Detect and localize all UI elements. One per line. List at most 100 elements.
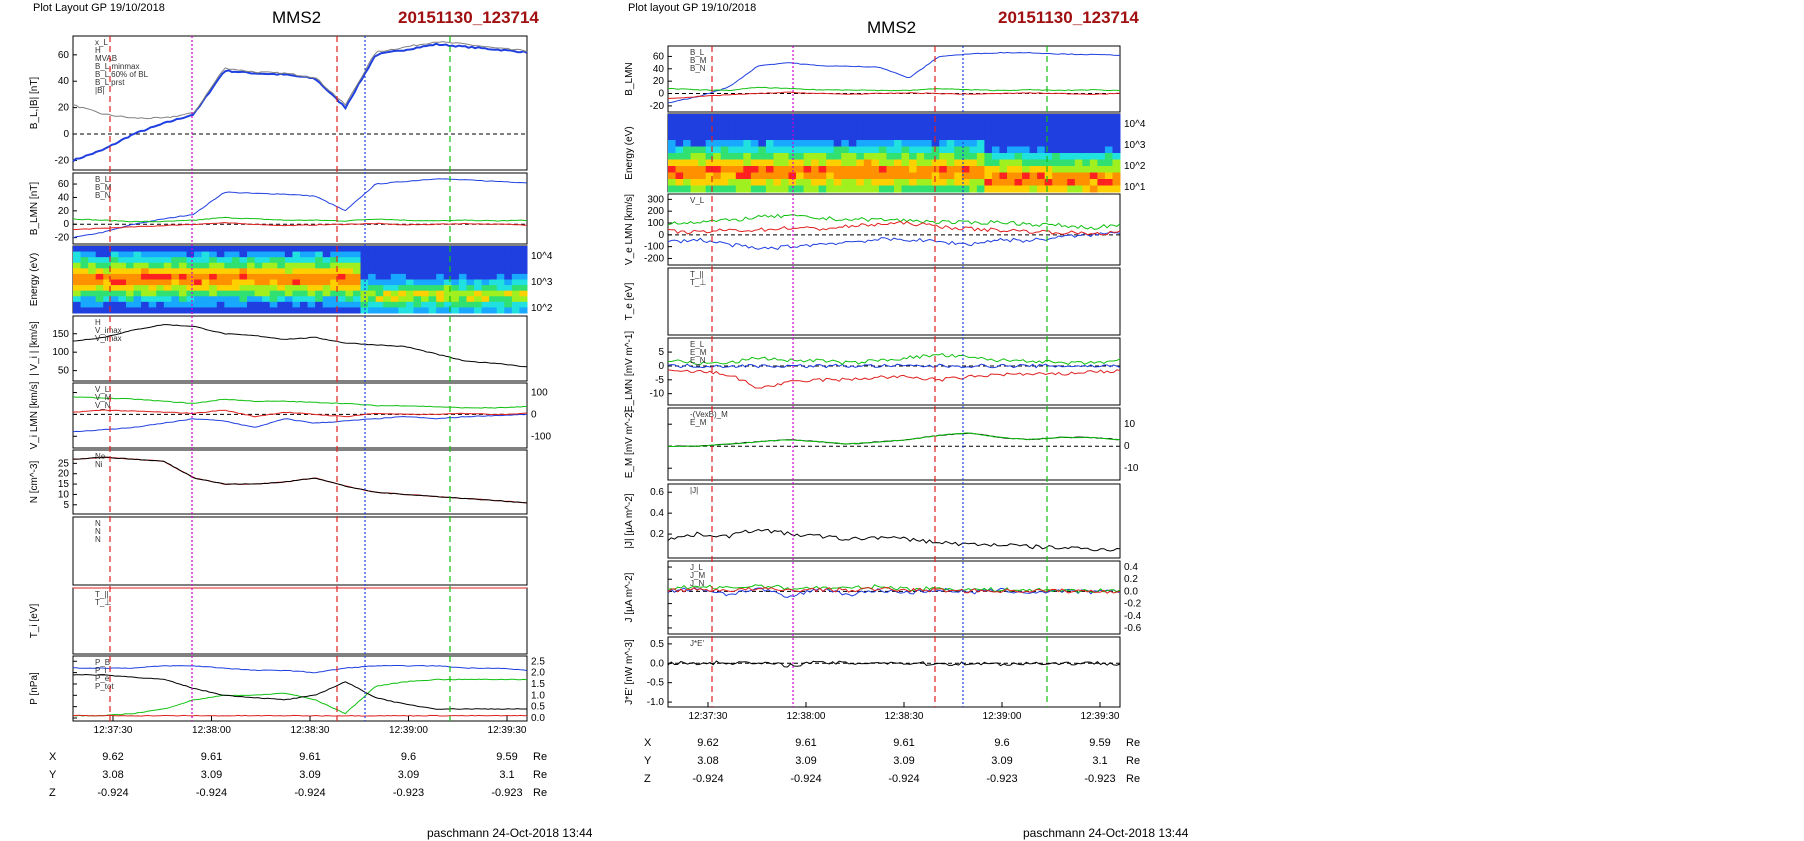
left-spectrogram-cell	[436, 285, 445, 292]
right-spectrogram-cell	[976, 185, 985, 193]
left-spectrogram-cell	[254, 257, 263, 264]
left-spectrogram-cell	[163, 296, 172, 303]
right-spectrogram-cell	[803, 127, 812, 134]
right-spectrogram-cell	[765, 172, 774, 180]
right-spectrogram-cell	[1037, 179, 1046, 186]
left-spectrogram-cell	[239, 285, 248, 292]
left-y-tick-label: 15	[58, 479, 70, 490]
left-spectrogram-cell	[80, 285, 89, 292]
left-spectrogram-cell	[496, 273, 505, 280]
left-spectrogram-cell	[405, 301, 414, 308]
left-spectrogram-cell	[413, 251, 422, 258]
left-spectrogram-cell	[451, 285, 460, 292]
right-spectrogram-cell	[803, 133, 812, 141]
right-spectrogram-cell	[781, 120, 790, 128]
left-spectrogram-cell	[496, 301, 505, 308]
left-spectrogram-cell	[443, 285, 452, 292]
left-spectrogram-cell	[224, 246, 233, 253]
right-spectrogram-cell	[1097, 114, 1106, 121]
right-spectrogram-cell	[999, 146, 1008, 154]
left-spectrogram-cell	[209, 246, 218, 253]
left-spectrogram-cell	[80, 301, 89, 308]
right-spectrogram-cell	[833, 120, 842, 128]
right-spectrogram-cell	[894, 185, 903, 193]
right-spectrogram-cell	[916, 159, 925, 167]
right-spectrogram-cell	[878, 185, 887, 193]
right-spectrogram-cell	[1037, 120, 1046, 128]
left-spectrogram-cell	[156, 296, 165, 303]
left-spectrogram-cell	[262, 246, 271, 253]
right-spectrogram-cell	[1044, 153, 1053, 160]
right-spectrogram-cell	[1007, 133, 1016, 141]
left-spectrogram-cell	[110, 296, 119, 303]
left-spectrogram-cell	[103, 246, 112, 253]
right-ephemeris-value: 3.09	[893, 755, 914, 767]
right-spectrogram-cell	[931, 127, 940, 134]
left-series-P_B	[72, 678, 528, 717]
right-spectrogram-cell	[1044, 146, 1053, 154]
left-spectrogram-cell	[337, 246, 346, 253]
left-ephemeris-unit: Re	[533, 769, 547, 781]
right-spectrogram-tick: 10^3	[1124, 140, 1146, 151]
left-spectrogram-cell	[247, 285, 256, 292]
right-spectrogram-cell	[999, 120, 1008, 128]
left-spectrogram-cell	[148, 257, 157, 264]
right-spectrogram-cell	[735, 153, 744, 160]
left-spectrogram-cell	[80, 307, 89, 314]
right-spectrogram-cell	[863, 172, 872, 180]
right-spectrogram-cell	[946, 153, 955, 160]
left-spectrogram-cell	[307, 257, 316, 264]
right-spectrogram-cell	[1097, 172, 1106, 180]
left-spectrogram-cell	[451, 262, 460, 269]
left-spectrogram-cell	[511, 285, 520, 292]
left-spectrogram-cell	[504, 257, 513, 264]
right-y-tick-label: -0.2	[1124, 599, 1142, 610]
right-spectrogram-cell	[720, 185, 729, 193]
left-series-Ni	[72, 456, 528, 504]
right-spectrogram-cell	[878, 179, 887, 186]
left-spectrogram-cell	[163, 273, 172, 280]
left-spectrogram-cell	[269, 285, 278, 292]
left-spectrogram-cell	[481, 251, 490, 258]
left-spectrogram-cell	[269, 290, 278, 297]
right-spectrogram-cell	[1007, 153, 1016, 160]
left-spectrogram-cell	[103, 307, 112, 314]
right-legend-entry: -(VexB)_M	[690, 410, 728, 419]
right-spectrogram-cell	[668, 185, 677, 193]
left-spectrogram-cell	[330, 246, 339, 253]
right-spectrogram-cell	[871, 166, 880, 173]
right-spectrogram-cell	[848, 185, 857, 193]
left-spectrogram-cell	[148, 296, 157, 303]
right-spectrogram-cell	[984, 185, 993, 193]
right-spectrogram-cell	[976, 146, 985, 154]
right-time-tick-label: 12:39:30	[1081, 711, 1120, 722]
right-spectrogram-cell	[1112, 127, 1121, 134]
right-spectrogram-cell	[728, 159, 737, 167]
right-spectrogram-cell	[924, 166, 933, 173]
right-spectrogram-cell	[1029, 172, 1038, 180]
right-spectrogram-cell	[1112, 172, 1121, 180]
right-series-J*E'	[667, 660, 1121, 668]
right-spectrogram-cell	[863, 127, 872, 134]
right-spectrogram-cell	[991, 146, 1000, 154]
left-spectrogram-cell	[405, 290, 414, 297]
left-spectrogram-cell	[428, 273, 437, 280]
right-spectrogram-cell	[705, 114, 714, 121]
right-spectrogram-cell	[1059, 172, 1068, 180]
left-spectrogram-cell	[95, 262, 104, 269]
right-spectrogram-cell	[818, 159, 827, 167]
right-spectrogram-cell	[939, 120, 948, 128]
left-spectrogram-cell	[262, 296, 271, 303]
left-spectrogram-cell	[277, 273, 286, 280]
right-spectrogram-cell	[1082, 114, 1091, 121]
left-spectrogram-cell	[307, 307, 316, 314]
left-legend-entry: N	[95, 527, 101, 536]
right-spectrogram-cell	[698, 179, 707, 186]
left-spectrogram-cell	[466, 251, 475, 258]
right-plot-frame	[667, 407, 1121, 481]
left-spectrogram-cell	[262, 251, 271, 258]
right-spectrogram-cell	[796, 153, 805, 160]
left-spectrogram-cell	[141, 307, 150, 314]
left-axis-label: T_i [eV]	[29, 604, 40, 639]
left-spectrogram-cell	[216, 296, 225, 303]
